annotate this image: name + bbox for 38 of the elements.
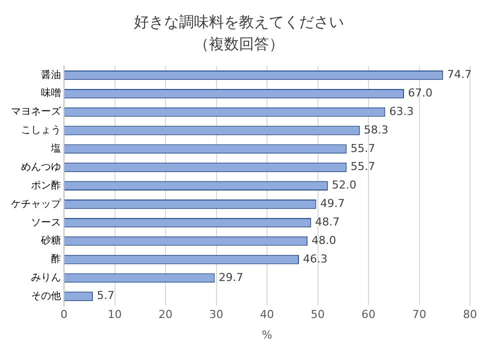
y-tick-label: 砂糖 xyxy=(40,234,61,247)
data-label: 67.0 xyxy=(408,86,433,100)
x-tick-label: 50 xyxy=(310,308,325,322)
y-tick-label: 味噌 xyxy=(41,87,61,100)
data-label: 46.3 xyxy=(302,252,328,266)
y-tick-label: ソース xyxy=(31,217,61,228)
data-label: 63.3 xyxy=(389,104,414,118)
data-label: 48.0 xyxy=(312,234,336,247)
x-tick-label: 20 xyxy=(158,308,172,322)
y-tick-label: こしょう xyxy=(21,125,61,136)
y-tick-label: 醤油 xyxy=(41,68,61,81)
y-tick-label: その他 xyxy=(31,290,61,302)
y-tick-label: 塩 xyxy=(50,142,61,155)
data-label: 29.7 xyxy=(218,270,244,284)
x-tick-label: 0 xyxy=(60,308,68,322)
data-label: 49.7 xyxy=(320,197,345,210)
data-label: 74.7 xyxy=(447,68,472,82)
x-tick-label: 40 xyxy=(260,308,274,322)
chart-subtitle: （複数回答） xyxy=(194,34,284,53)
x-tick-label: 70 xyxy=(412,308,426,322)
x-tick-label: 80 xyxy=(463,308,477,322)
y-tick-label: みりん xyxy=(31,272,61,284)
y-tick-label: マヨネーズ xyxy=(11,106,62,118)
y-tick-label: 酢 xyxy=(51,254,61,266)
data-label: 5.7 xyxy=(96,289,114,302)
data-label: 48.7 xyxy=(315,216,340,229)
data-label: 55.7 xyxy=(350,142,376,155)
data-label: 55.7 xyxy=(350,160,376,174)
chart-title: 好きな調味料を教えてください xyxy=(134,12,344,31)
x-axis-title: % xyxy=(262,328,272,342)
data-label: 58.3 xyxy=(364,123,388,136)
x-tick-label: 60 xyxy=(362,308,376,322)
y-tick-label: ポン酢 xyxy=(31,180,61,192)
y-tick-label: めんつゆ xyxy=(21,162,61,173)
y-tick-label: ケチャップ xyxy=(11,198,62,210)
x-tick-label: 30 xyxy=(209,308,224,322)
x-tick-label: 10 xyxy=(108,308,122,322)
data-label: 52.0 xyxy=(332,178,356,192)
